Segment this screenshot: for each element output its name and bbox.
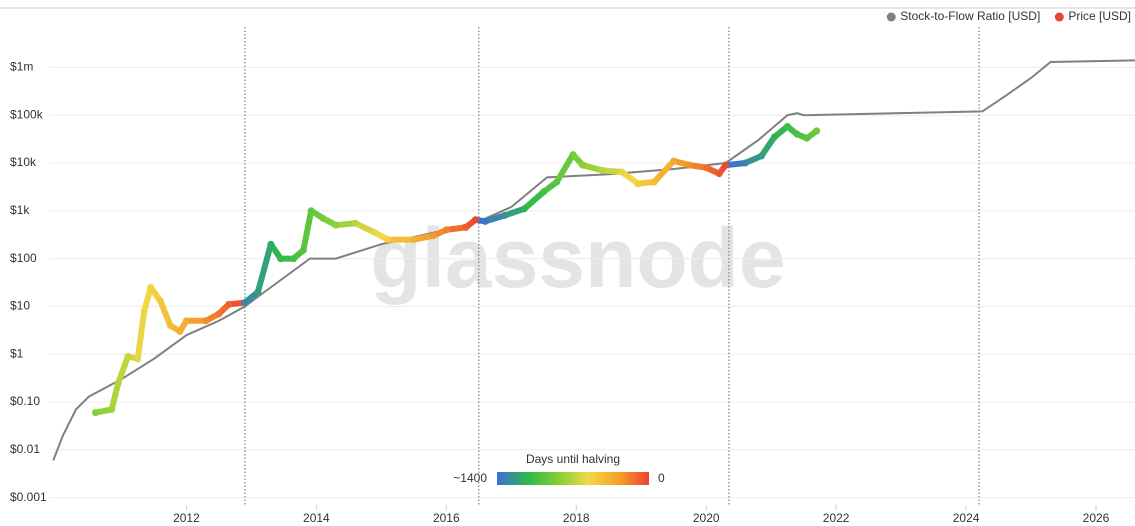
price-point (91, 409, 99, 417)
price-point (569, 151, 577, 159)
price-point (501, 211, 509, 219)
legend-marker (1054, 12, 1064, 22)
x-tick-label: 2020 (693, 511, 720, 525)
x-tick-label: 2014 (303, 511, 330, 525)
price-point (290, 255, 298, 263)
price-point (410, 236, 418, 244)
price-point (650, 178, 658, 186)
colorbar (497, 472, 649, 485)
price-point (442, 226, 450, 234)
price-point (429, 232, 437, 240)
price-point (770, 133, 778, 141)
legend-label: Price [USD] (1068, 9, 1131, 23)
x-tick-label: 2026 (1083, 511, 1110, 525)
colorbar-max-label: 0 (658, 471, 665, 485)
price-point (520, 205, 528, 213)
price-point (371, 229, 379, 237)
price-point (670, 157, 678, 165)
price-point (783, 123, 791, 131)
x-tick-label: 2018 (563, 511, 590, 525)
price-point (225, 300, 233, 308)
price-point (134, 355, 142, 363)
price-point (267, 240, 275, 248)
colorbar-title: Days until halving (526, 452, 620, 466)
price-point (140, 307, 148, 315)
price-point (813, 127, 821, 135)
y-tick-label: $0.10 (10, 394, 40, 408)
price-point (462, 223, 470, 231)
price-point (254, 288, 262, 296)
price-segment (134, 308, 148, 362)
legend-label: Stock-to-Flow Ratio [USD] (900, 9, 1040, 23)
x-tick-label: 2022 (823, 511, 850, 525)
price-point (553, 178, 561, 186)
price-point (540, 188, 548, 196)
price-point (481, 217, 489, 225)
y-tick-label: $1k (10, 203, 30, 217)
price-point (722, 161, 730, 169)
y-tick-label: $10k (10, 155, 37, 169)
price-point (176, 327, 184, 335)
price-segment (352, 220, 378, 236)
y-tick-label: $100 (10, 251, 37, 265)
price-point (686, 161, 694, 169)
x-tick-label: 2016 (433, 511, 460, 525)
price-point (579, 161, 587, 169)
price-point (307, 207, 315, 215)
colorbar-min-label: ~1400 (453, 471, 487, 485)
price-point (803, 134, 811, 142)
price-point (702, 164, 710, 172)
x-tick-label: 2024 (953, 511, 980, 525)
y-tick-label: $1m (10, 60, 33, 74)
price-point (215, 310, 223, 318)
price-segment (115, 353, 131, 386)
price-point (472, 216, 480, 224)
y-tick-label: $0.001 (10, 490, 47, 504)
price-segment (521, 188, 547, 212)
price-point (299, 246, 307, 254)
legend-marker (886, 12, 896, 22)
price-segment (651, 158, 677, 186)
x-tick-label: 2012 (173, 511, 200, 525)
price-point (741, 159, 749, 167)
price-segment (108, 379, 122, 413)
price-point (147, 283, 155, 291)
price-point (114, 379, 122, 387)
price-point (618, 168, 626, 176)
price-point (124, 352, 132, 360)
price-point (634, 180, 642, 188)
price-point (156, 297, 164, 305)
price-point (182, 317, 190, 325)
y-tick-label: $100k (10, 107, 44, 121)
price-point (715, 170, 723, 178)
price-point (598, 166, 606, 174)
price-segment (300, 207, 315, 254)
price-point (202, 317, 210, 325)
y-tick-label: $1 (10, 346, 24, 360)
price-point (277, 255, 285, 263)
price-point (108, 405, 116, 413)
price-point (793, 130, 801, 138)
y-tick-label: $0.01 (10, 442, 40, 456)
price-point (319, 214, 327, 222)
price-point (384, 236, 392, 244)
price-point (351, 219, 359, 227)
price-segment (254, 241, 274, 296)
y-tick-label: $10 (10, 299, 30, 313)
price-point (332, 221, 340, 229)
price-point (166, 321, 174, 329)
price-point (241, 299, 249, 307)
price-segment (758, 133, 778, 160)
price-segment (141, 284, 154, 315)
price-segment (157, 297, 174, 329)
price-point (757, 152, 765, 160)
price-segment (553, 151, 577, 186)
